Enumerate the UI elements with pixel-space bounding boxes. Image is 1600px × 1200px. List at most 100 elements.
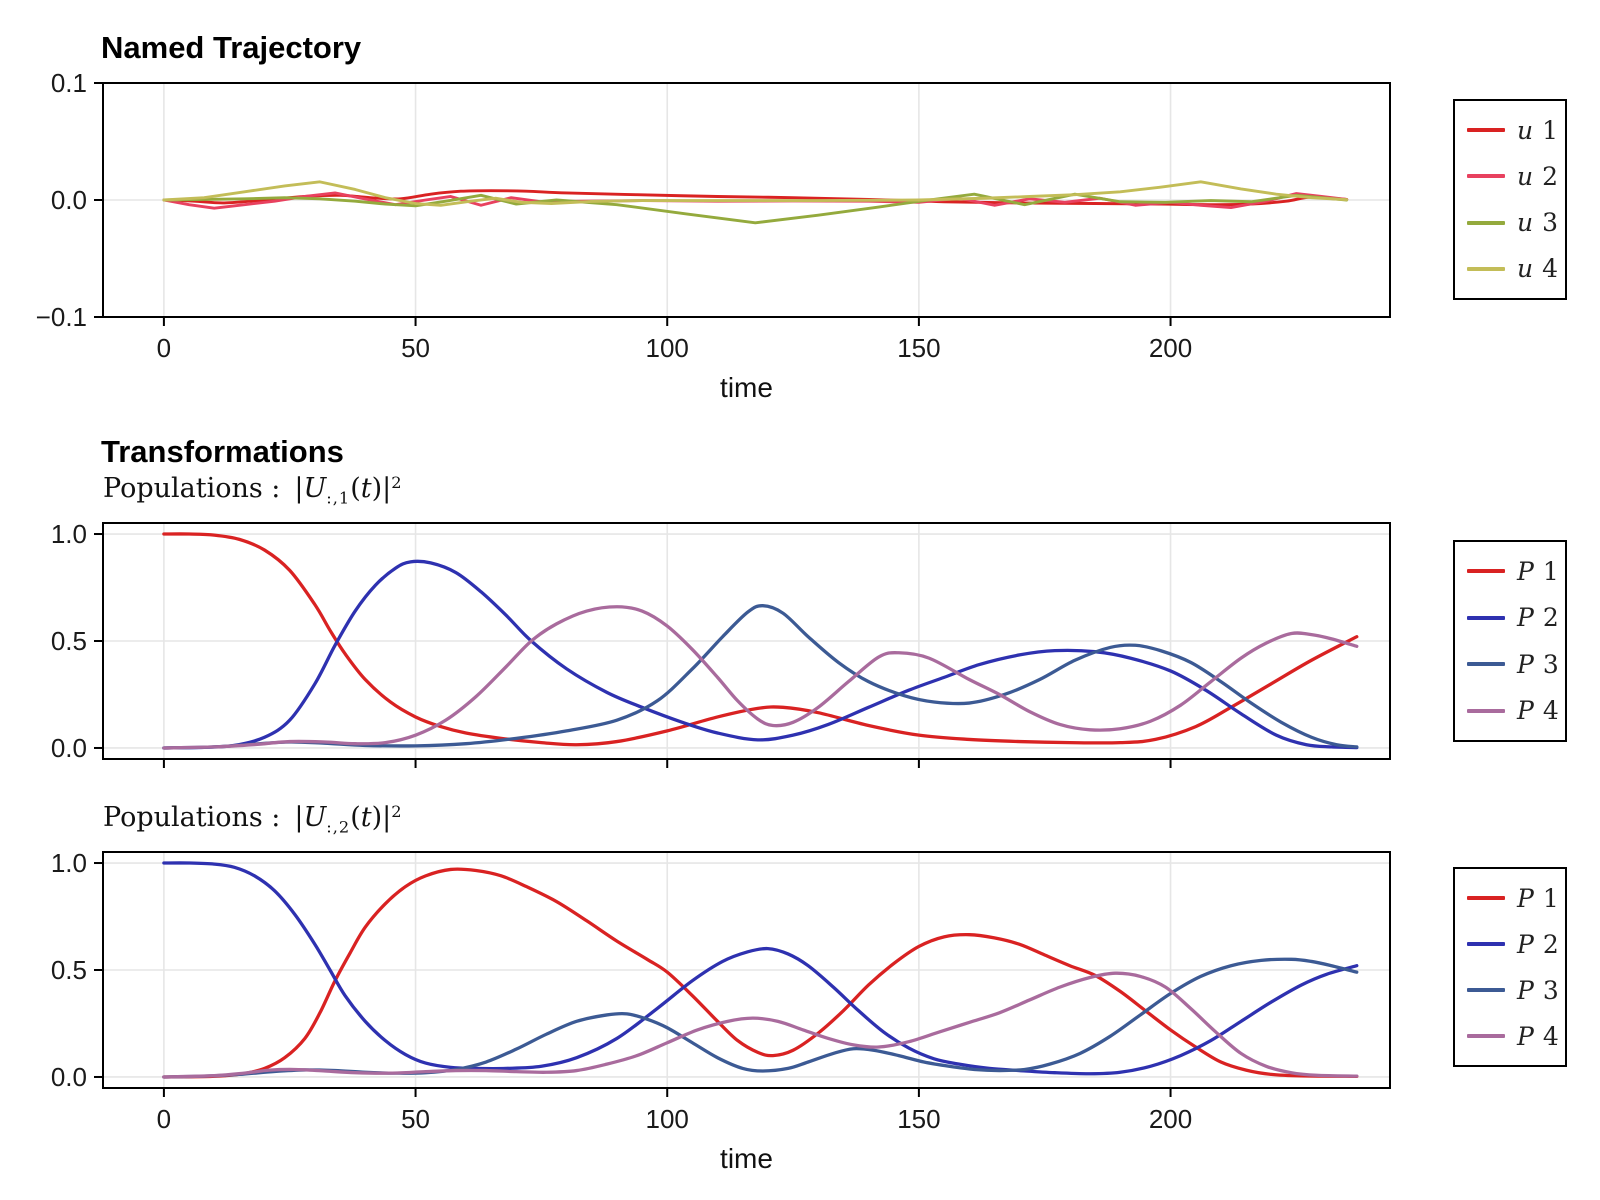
series-line-p-2 (162, 861, 1359, 1076)
legend-label-var: u (1517, 208, 1534, 238)
subtitle3-bar: | (294, 802, 304, 833)
series-line-p-1 (162, 867, 1359, 1079)
legend-label-var: u (1517, 161, 1534, 191)
legend-label-var: P (1517, 883, 1534, 913)
legend-swatch (1467, 220, 1505, 225)
legend-label-num: 3 (1542, 649, 1559, 679)
series-line-p-1 (162, 532, 1359, 747)
legend-label-num: 4 (1542, 1021, 1559, 1051)
series-line-u-4 (162, 180, 1349, 207)
legend-label-num: 1 (1542, 115, 1559, 145)
y-tick-label: 0.0 (51, 1062, 87, 1092)
x-tick-label: 0 (157, 1104, 171, 1134)
legend-swatch (1467, 708, 1505, 713)
legend-swatch (1467, 128, 1505, 133)
y-tick-label: 0.0 (51, 185, 87, 215)
x-tick-label: 150 (897, 1104, 940, 1134)
legend-label-var: P (1517, 1021, 1534, 1051)
legend-label-num: 1 (1542, 556, 1559, 586)
x-tick-label: 0 (157, 333, 171, 363)
legend-label-var: u (1517, 115, 1534, 145)
subtitle2-t: t (360, 473, 372, 504)
legend-label-num: 2 (1542, 929, 1559, 959)
x-axis-label: time (720, 372, 773, 403)
subtitle2-bar: | (294, 473, 304, 504)
plot2-title: Transformations (101, 434, 344, 469)
legend-label-var: P (1517, 975, 1534, 1005)
x-tick-label: 200 (1149, 1104, 1192, 1134)
legend-swatch (1467, 266, 1505, 271)
legend-swatch (1467, 615, 1505, 620)
subtitle3-prefix: Populations : (103, 802, 281, 833)
legend-label-var: u (1517, 254, 1534, 284)
plot3-subtitle: Populations : |U:,2(t)|2 (103, 802, 402, 836)
subtitle3-sub: :,2 (326, 817, 351, 837)
y-tick-label: 1.0 (51, 519, 87, 549)
subtitle3-exp: 2 (391, 802, 402, 822)
legend-label-num: 4 (1542, 254, 1559, 284)
y-tick-label: 0.0 (51, 733, 87, 763)
series-line-p-4 (162, 971, 1359, 1079)
plot2-subtitle: Populations : |U:,1(t)|2 (103, 473, 402, 507)
subtitle3-open: ( (350, 802, 361, 833)
legend-label-var: P (1517, 929, 1534, 959)
x-tick-label: 150 (897, 333, 940, 363)
subtitle3-t: t (360, 802, 372, 833)
legend-swatch (1467, 896, 1505, 900)
x-tick-label: 50 (401, 333, 430, 363)
legend-swatch (1467, 988, 1505, 992)
legend-label-num: 3 (1542, 208, 1559, 238)
series-line-p-2 (162, 559, 1359, 750)
plot1-title: Named Trajectory (101, 30, 362, 65)
x-tick-label: 100 (646, 1104, 689, 1134)
legend-label-num: 3 (1542, 975, 1559, 1005)
y-tick-label: 0.5 (51, 955, 87, 985)
series-line-p-4 (162, 605, 1359, 750)
subtitle3-close: )| (371, 802, 392, 833)
y-tick-label: 0.1 (51, 68, 87, 98)
legend-label-num: 4 (1542, 696, 1559, 726)
x-axis-label: time (720, 1143, 773, 1174)
series-line-p-3 (162, 604, 1359, 750)
subtitle3-var: U (303, 802, 327, 833)
x-tick-label: 200 (1149, 333, 1192, 363)
legend-swatch (1467, 174, 1505, 179)
y-tick-label: 0.5 (51, 626, 87, 656)
legend-swatch (1467, 1034, 1505, 1038)
subtitle2-sub: :,1 (326, 488, 351, 508)
legend-label-var: P (1517, 696, 1534, 726)
legend-swatch (1467, 942, 1505, 946)
subtitle2-close: )| (371, 473, 392, 504)
x-tick-label: 50 (401, 1104, 430, 1134)
legend-label-num: 2 (1542, 161, 1559, 191)
series-line-u-3 (162, 192, 1349, 225)
legend-label-num: 2 (1542, 603, 1559, 633)
subtitle2-open: ( (350, 473, 361, 504)
legend-swatch (1467, 662, 1505, 667)
